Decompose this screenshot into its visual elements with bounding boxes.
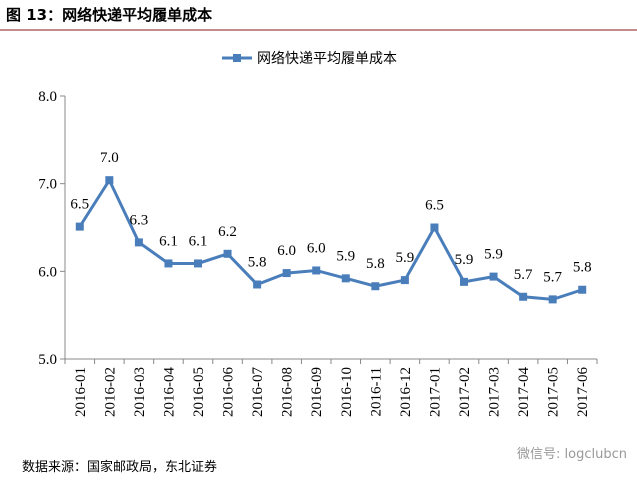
x-tick-label: 2016-05: [191, 367, 207, 417]
x-tick-label: 2017-03: [487, 367, 503, 417]
data-label: 5.8: [248, 254, 267, 270]
x-tick-label: 2017-01: [427, 367, 443, 417]
data-label: 6.1: [159, 233, 178, 249]
data-label: 5.9: [484, 247, 503, 263]
marker: [253, 280, 262, 289]
marker: [548, 295, 557, 304]
data-label: 6.0: [277, 243, 296, 259]
y-tick-label: 5.0: [38, 352, 57, 368]
data-label: 6.5: [70, 197, 89, 213]
data-label: 5.9: [455, 252, 474, 268]
marker: [341, 274, 350, 283]
x-tick-label: 2017-04: [516, 367, 532, 417]
data-label: 7.0: [100, 150, 119, 166]
watermark: 微信号: logclubcn: [517, 447, 627, 462]
series-line: [78, 177, 583, 301]
marker: [134, 238, 143, 247]
marker: [519, 292, 528, 301]
marker: [578, 285, 587, 294]
chart-title: 图 13：网络快递平均履单成本: [6, 6, 212, 24]
data-label: 5.7: [543, 269, 562, 285]
data-label: 5.8: [366, 256, 385, 272]
legend-marker: [233, 54, 241, 62]
marker: [489, 272, 498, 281]
data-label: 5.8: [573, 260, 592, 276]
x-tick-label: 2016-07: [250, 367, 266, 417]
legend-label: 网络快递平均履单成本: [257, 51, 397, 67]
marker: [75, 222, 84, 231]
data-label: 6.1: [189, 233, 208, 249]
x-tick-label: 2016-12: [398, 367, 414, 417]
data-label: 6.2: [218, 224, 237, 240]
y-tick-label: 7.0: [38, 177, 57, 193]
data-label: 6.5: [425, 198, 444, 214]
x-tick-label: 2016-11: [368, 367, 384, 416]
marker: [164, 259, 173, 268]
marker: [312, 266, 321, 275]
data-label: 5.9: [396, 250, 415, 266]
marker: [105, 176, 114, 185]
data-label: 5.7: [514, 267, 533, 283]
y-tick-label: 6.0: [38, 264, 57, 280]
x-tick-label: 2017-06: [575, 367, 591, 417]
x-tick-label: 2017-02: [457, 367, 473, 417]
data-label: 6.3: [130, 212, 149, 228]
x-tick-label: 2016-04: [161, 367, 177, 417]
x-tick-label: 2016-08: [280, 367, 296, 417]
x-tick-label: 2016-02: [102, 367, 118, 417]
x-tick-label: 2017-05: [546, 367, 562, 417]
marker: [223, 249, 232, 258]
x-tick-label: 2016-01: [73, 367, 89, 417]
x-tick-label: 2016-03: [132, 367, 148, 417]
marker: [371, 282, 380, 291]
marker: [430, 223, 439, 232]
source-note: 数据来源：国家邮政局，东北证券: [22, 459, 217, 475]
data-label: 5.9: [336, 248, 355, 264]
x-tick-label: 2016-09: [309, 367, 325, 417]
marker: [194, 259, 202, 268]
marker: [400, 276, 409, 285]
data-label: 6.0: [307, 240, 326, 256]
y-tick-label: 8.0: [38, 89, 57, 105]
marker: [282, 269, 291, 278]
marker: [460, 277, 468, 286]
x-tick-label: 2016-10: [339, 367, 355, 417]
x-tick-label: 2016-06: [221, 367, 237, 417]
